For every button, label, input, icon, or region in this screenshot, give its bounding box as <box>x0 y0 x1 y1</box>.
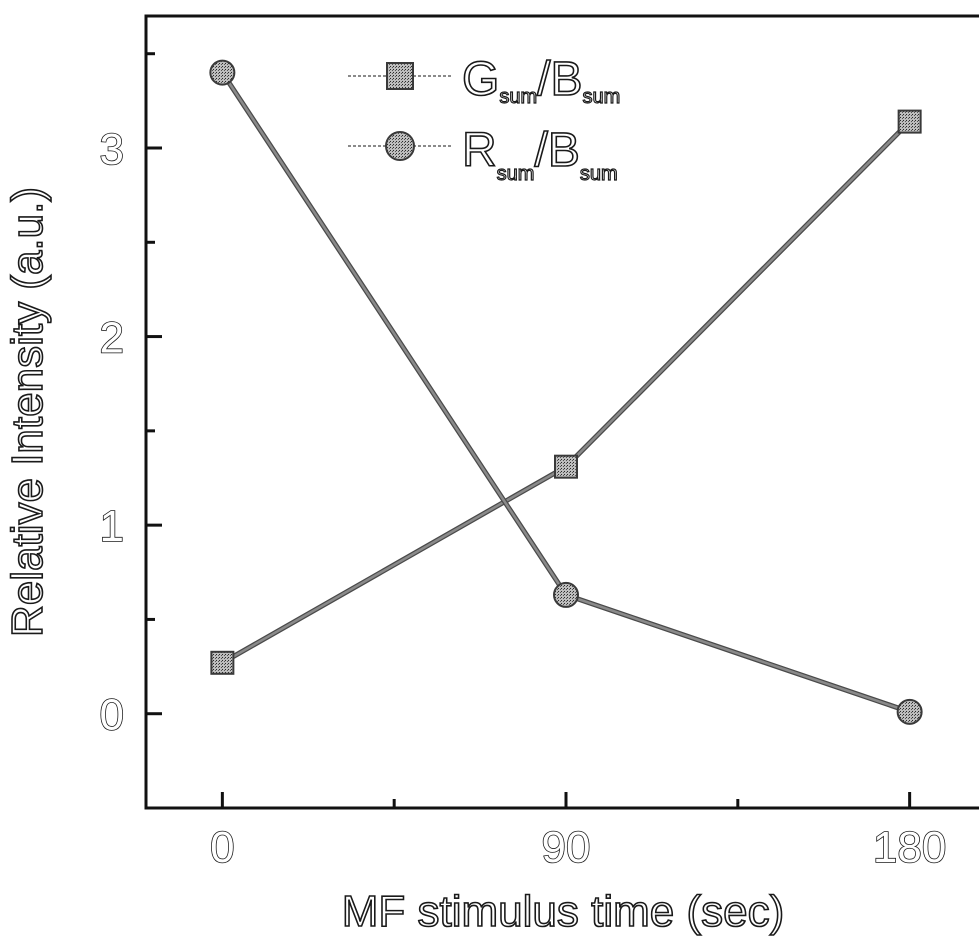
data-point-square <box>555 456 577 478</box>
legend: Gsum/Bsum Rsum/Bsum <box>348 53 620 185</box>
x-tick-label: 90 <box>542 823 591 872</box>
y-tick-label: 3 <box>100 125 124 174</box>
y-tick-label: 2 <box>100 314 124 363</box>
legend-r-main2: B <box>548 124 580 177</box>
legend-marker-square <box>387 63 413 89</box>
y-tick-label: 0 <box>100 691 124 740</box>
svg-text:Rsum/Bsum: Rsum/Bsum <box>462 124 618 185</box>
x-tick-label: 180 <box>873 823 946 872</box>
data-point-circle <box>554 583 578 607</box>
tick-labels: 0 90 180 0 1 2 3 <box>100 125 947 872</box>
legend-r-slash: / <box>534 124 548 177</box>
data-point-square <box>211 652 233 674</box>
legend-marker-circle <box>386 132 414 160</box>
legend-g-slash: / <box>537 53 551 106</box>
legend-g-main2: B <box>550 53 582 106</box>
legend-entry-gsum-bsum: Gsum/Bsum <box>348 53 620 108</box>
legend-g-main: G <box>462 53 499 106</box>
legend-r-main: R <box>462 124 497 177</box>
legend-r-sub2: sum <box>580 163 618 185</box>
legend-r-sub1: sum <box>497 163 535 185</box>
data-point-circle <box>898 700 922 724</box>
series-line-0 <box>222 122 909 663</box>
legend-g-sub2: sum <box>583 86 621 108</box>
data-point-square <box>899 111 921 133</box>
y-axis-label: Relative Intensity (a.u.) <box>3 187 52 637</box>
legend-entry-rsum-bsum: Rsum/Bsum <box>348 124 618 185</box>
series-line-outline-0 <box>222 122 909 663</box>
svg-text:Gsum/Bsum: Gsum/Bsum <box>462 53 620 108</box>
legend-g-sub1: sum <box>499 86 537 108</box>
x-axis-label: MF stimulus time (sec) <box>342 887 784 936</box>
y-tick-label: 1 <box>100 502 124 551</box>
x-tick-label: 0 <box>210 823 234 872</box>
data-point-circle <box>210 61 234 85</box>
